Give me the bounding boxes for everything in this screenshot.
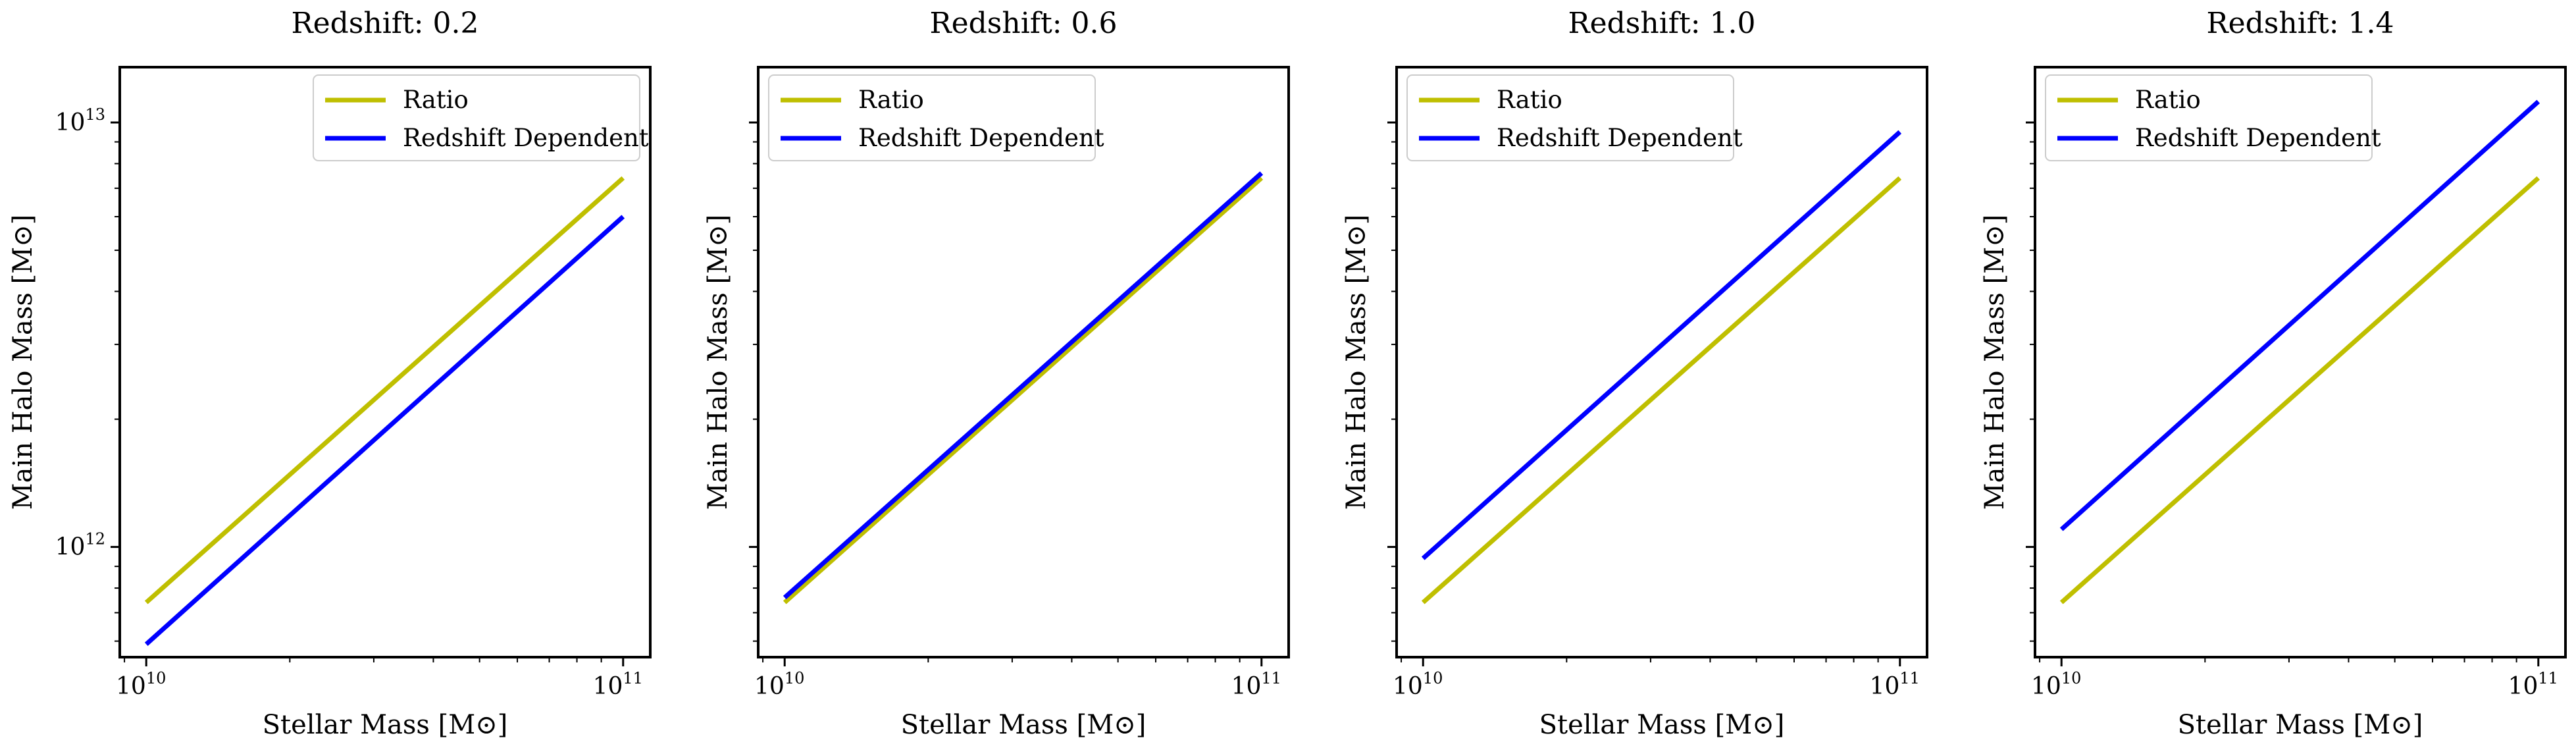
x-tick-label: 1011	[1231, 669, 1281, 700]
panel-title: Redshift: 1.4	[2206, 7, 2394, 40]
plot-frame	[757, 66, 1290, 658]
x-axis-label: Stellar Mass [M⊙]	[1539, 710, 1785, 740]
x-tick-base: 10	[1393, 673, 1423, 700]
series-line-ratio	[1421, 176, 1902, 604]
legend: Ratio Redshift Dependent	[768, 74, 1104, 161]
x-tick-exponent: 11	[623, 669, 643, 687]
x-axis-label: Stellar Mass [M⊙]	[901, 710, 1146, 740]
x-tick-exponent: 11	[2538, 669, 2558, 687]
legend-label: Ratio	[1497, 86, 1562, 114]
x-tick-exponent: 10	[2061, 669, 2082, 687]
x-tick-label: 1010	[2031, 669, 2081, 700]
series-line-ratio	[783, 176, 1264, 604]
x-tick-label: 1010	[116, 669, 166, 700]
legend-label: Ratio	[403, 86, 469, 114]
y-tick-base: 10	[55, 109, 86, 136]
plot-frame	[118, 66, 652, 658]
x-tick-base: 10	[593, 673, 623, 700]
x-tick-label: 1011	[1870, 669, 1920, 700]
x-tick-label: 1010	[1393, 669, 1443, 700]
x-tick-label: 1011	[2508, 669, 2558, 700]
y-tick-label: 1012	[55, 530, 105, 561]
legend-label: Ratio	[2135, 86, 2201, 114]
x-tick-base: 10	[2508, 673, 2538, 700]
panel-title: Redshift: 0.6	[929, 7, 1117, 40]
x-tick-exponent: 11	[1261, 669, 1281, 687]
x-tick-label: 1010	[754, 669, 804, 700]
x-tick-base: 10	[116, 673, 146, 700]
plot-frame	[1395, 66, 1928, 658]
x-tick-base: 10	[1231, 673, 1262, 700]
x-tick-label: 1011	[593, 669, 643, 700]
legend-label: Ratio	[858, 86, 924, 114]
panel-title: Redshift: 1.0	[1568, 7, 1755, 40]
series-line-redshift-dependent	[783, 171, 1264, 600]
x-axis-label: Stellar Mass [M⊙]	[2178, 710, 2423, 740]
x-tick-base: 10	[1870, 673, 1900, 700]
plot-frame	[2034, 66, 2567, 658]
x-tick-exponent: 10	[146, 669, 167, 687]
x-tick-exponent: 10	[785, 669, 805, 687]
legend-box	[313, 74, 640, 161]
x-tick-exponent: 11	[1899, 669, 1920, 687]
y-tick-exponent: 12	[85, 530, 105, 549]
y-tick-base: 10	[55, 534, 86, 561]
x-tick-base: 10	[754, 673, 785, 700]
series-line-redshift-dependent	[2059, 99, 2540, 531]
x-tick-base: 10	[2031, 673, 2061, 700]
y-tick-exponent: 13	[85, 105, 105, 124]
legend-label: Redshift Dependent	[2135, 124, 2381, 152]
legend-box	[768, 74, 1096, 161]
x-axis-label: Stellar Mass [M⊙]	[263, 710, 508, 740]
series-line-redshift-dependent	[1421, 130, 1902, 560]
panel-title: Redshift: 0.2	[291, 7, 478, 40]
series-line-ratio	[144, 176, 625, 604]
legend-box	[1406, 74, 1734, 161]
legend-label: Redshift Dependent	[403, 124, 649, 152]
legend-label: Redshift Dependent	[1497, 124, 1743, 152]
y-axis-label: Main Halo Mass [M⊙]	[703, 215, 733, 510]
y-axis-label: Main Halo Mass [M⊙]	[8, 215, 38, 510]
series-line-redshift-dependent	[144, 215, 625, 646]
legend: Ratio Redshift Dependent	[2045, 74, 2381, 161]
x-tick-exponent: 10	[1423, 669, 1443, 687]
legend: Ratio Redshift Dependent	[313, 74, 649, 161]
series-line-ratio	[2059, 176, 2540, 604]
legend-box	[2045, 74, 2373, 161]
legend: Ratio Redshift Dependent	[1406, 74, 1743, 161]
y-axis-label: Main Halo Mass [M⊙]	[1980, 215, 2010, 510]
y-tick-label: 1013	[55, 105, 105, 136]
y-axis-label: Main Halo Mass [M⊙]	[1341, 215, 1372, 510]
legend-label: Redshift Dependent	[858, 124, 1104, 152]
